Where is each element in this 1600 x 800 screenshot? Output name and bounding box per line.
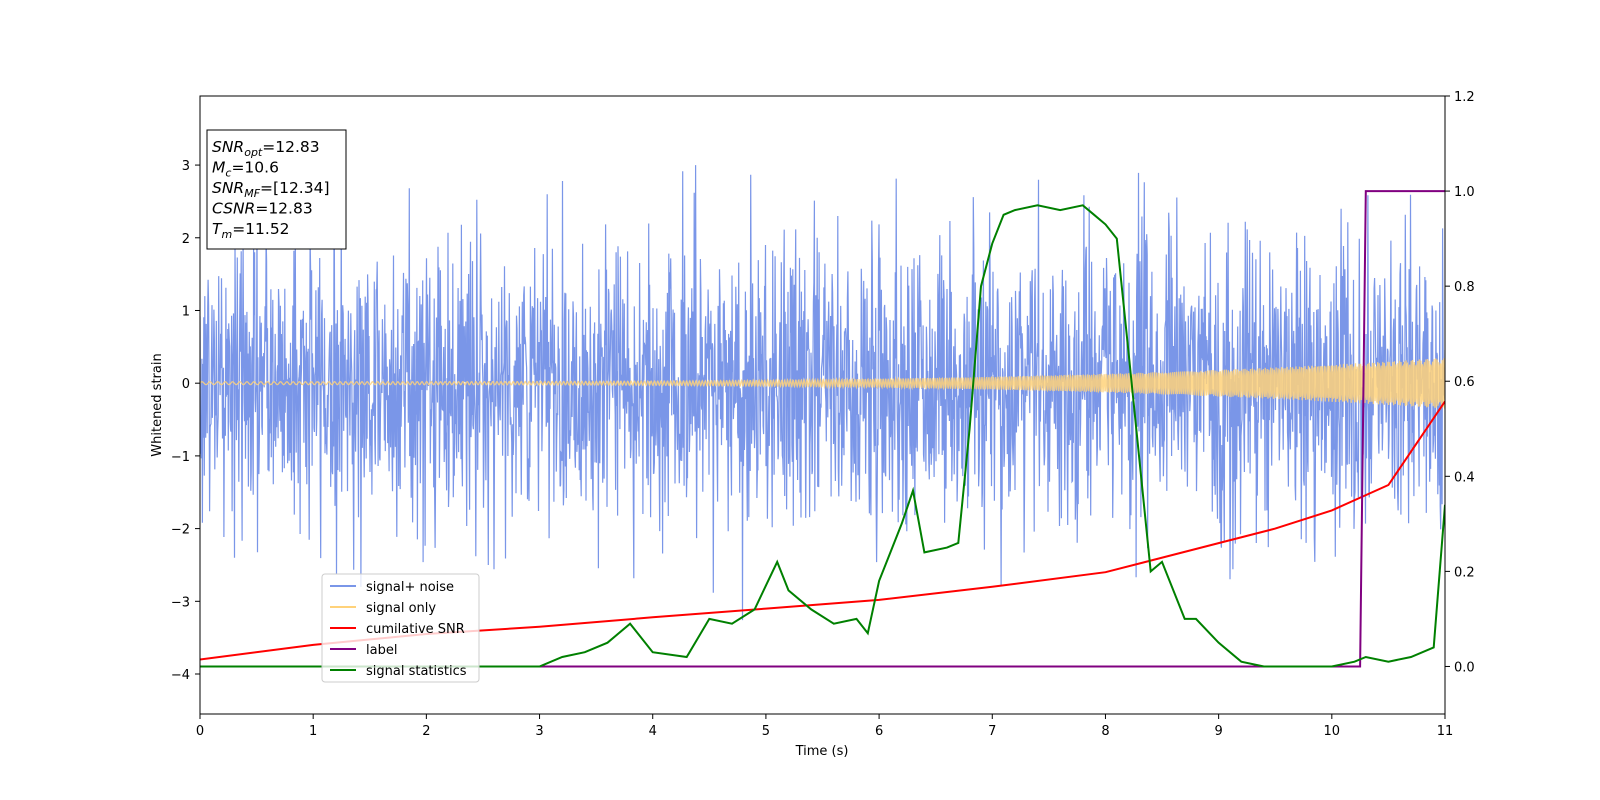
annotation-value: =10.6 [231, 159, 279, 177]
legend-frame [321, 573, 480, 683]
annotation-subscript: MF [244, 187, 260, 200]
x-tick-label: 3 [535, 724, 543, 739]
y2-tick-label: 1.0 [1454, 185, 1475, 200]
y-tick-label: −4 [171, 668, 190, 683]
y-axis-label: Whitened strain [150, 353, 165, 456]
x-tick-label: 2 [422, 724, 430, 739]
annotation-subscript: opt [244, 146, 263, 159]
x-axis-label: Time (s) [795, 744, 849, 759]
annotation-value: =12.83 [262, 138, 319, 156]
annotation-line: SNRopt=12.83 [212, 138, 320, 159]
y-tick-label: −1 [171, 450, 190, 465]
legend-label: signal+ noise [366, 580, 454, 595]
annotation-line: Mc=10.6 [212, 159, 279, 180]
y-tick-label: 3 [182, 159, 190, 174]
annotation-value: =12.83 [255, 200, 312, 218]
y2-tick-label: 0.4 [1454, 470, 1475, 485]
annotation-line: CSNR=12.83 [212, 200, 313, 218]
annotation-symbol: T [212, 220, 223, 238]
y-tick-label: 0 [182, 377, 190, 392]
series-signal-noise [200, 150, 1445, 621]
y-tick-label: −3 [171, 595, 190, 610]
y2-tick-label: 1.2 [1454, 90, 1475, 105]
annotation-value: =[12.34] [260, 179, 329, 197]
y-tick-label: −2 [171, 523, 190, 538]
x-tick-label: 10 [1324, 724, 1341, 739]
y-tick-label: 2 [182, 232, 190, 247]
annotation-symbol: M [212, 159, 225, 177]
plot-frame [199, 95, 1446, 715]
annotation-subscript: m [221, 228, 232, 241]
annotation-line: SNRMF=[12.34] [212, 179, 330, 200]
legend: signal+ noise signal only cumilative SNR la… [321, 573, 480, 683]
y2-tick-label: 0.0 [1454, 660, 1475, 675]
legend-label: label [366, 643, 397, 658]
x-tick-label: 0 [196, 724, 204, 739]
x-tick-label: 9 [1214, 724, 1222, 739]
axes-layer: 0 1 2 3 4 5 6 7 8 9 10 113210−1−2−3−40.00.20.40.60.… [171, 90, 1475, 739]
annotation-value: =11.52 [232, 220, 289, 238]
legend-label: signal only [366, 601, 436, 616]
annotation-symbol: CSNR [212, 200, 255, 218]
y-tick-label: 1 [182, 304, 190, 319]
series-label [200, 190, 1445, 668]
annotation-subscript: c [225, 167, 231, 180]
x-tick-label: 4 [649, 724, 657, 739]
series-signal-only [200, 358, 1445, 409]
y2-tick-label: 0.2 [1454, 565, 1475, 580]
x-tick-label: 1 [309, 724, 317, 739]
annotation-symbol: SNR [212, 179, 244, 197]
x-tick-label: 5 [762, 724, 770, 739]
x-tick-label: 7 [988, 724, 996, 739]
x-tick-label: 11 [1437, 724, 1454, 739]
annotation-line: Tm=11.52 [212, 220, 290, 241]
annotation-box: SNRopt=12.83Mc=10.6SNRMF=[12.34]CSNR=12.… [206, 129, 347, 250]
annotation-frame [206, 129, 347, 250]
annotation-symbol: SNR [212, 138, 244, 156]
y2-tick-label: 0.6 [1454, 375, 1475, 390]
legend-label: signal statistics [366, 664, 467, 679]
legend-label: cumilative SNR [366, 622, 465, 637]
x-tick-label: 6 [875, 724, 883, 739]
y2-tick-label: 0.8 [1454, 280, 1475, 295]
series-signal-statistics [200, 204, 1445, 668]
x-tick-label: 8 [1101, 724, 1109, 739]
